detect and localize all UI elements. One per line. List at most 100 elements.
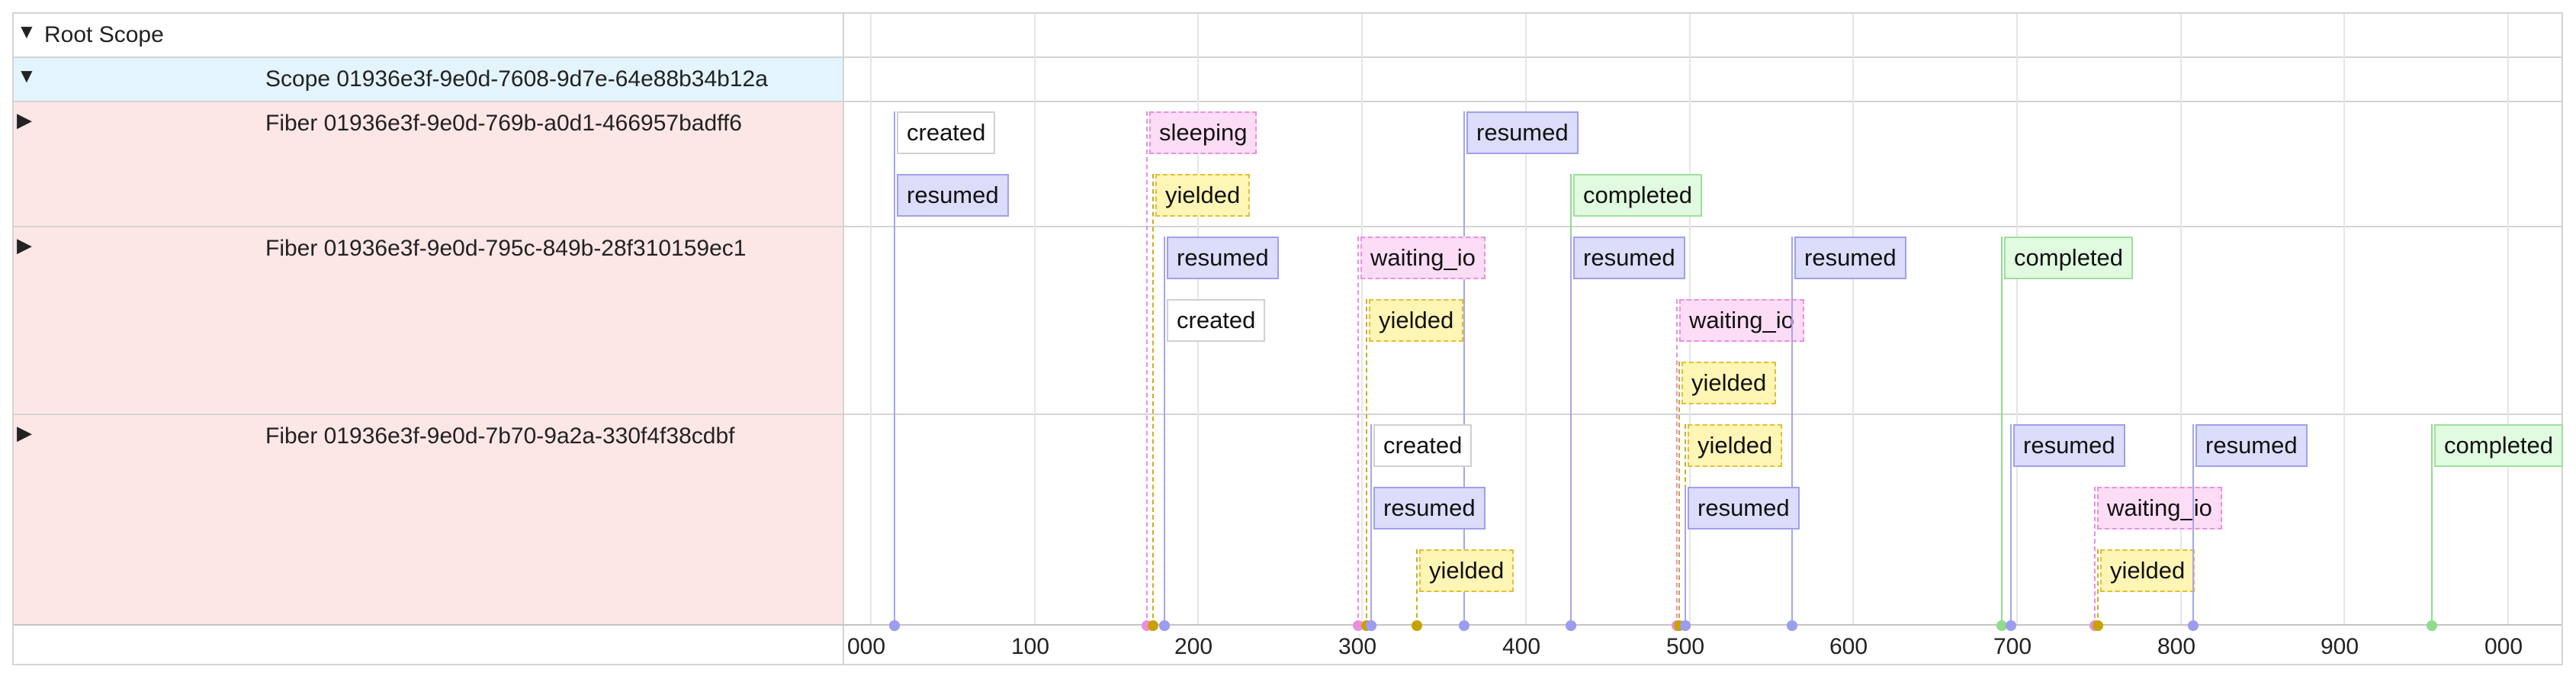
event-dot: [1787, 620, 1797, 631]
collapse-toggle-icon[interactable]: ▼: [17, 20, 37, 43]
event-label-yielded[interactable]: yielded: [1681, 362, 1777, 404]
row-fiber-2[interactable]: ▶ Fiber 01936e3f-9e0d-795c-849b-28f31015…: [14, 227, 843, 415]
event-line: [894, 174, 895, 626]
row-fiber-1[interactable]: ▶ Fiber 01936e3f-9e0d-769b-a0d1-466957ba…: [14, 102, 843, 227]
event-label-created[interactable]: created: [1373, 424, 1473, 467]
collapse-toggle-icon[interactable]: ▼: [17, 64, 37, 87]
axis-tick-label: 600: [1829, 634, 1868, 659]
event-line: [1370, 487, 1372, 626]
event-dot: [1566, 620, 1576, 631]
event-dot: [1366, 620, 1376, 631]
event-label-resumed[interactable]: resumed: [1167, 237, 1279, 279]
grid-line: [870, 14, 872, 626]
event-label-sleeping[interactable]: sleeping: [1149, 111, 1257, 154]
expand-toggle-icon[interactable]: ▶: [17, 421, 32, 444]
event-line: [1678, 362, 1680, 626]
root-scope-label: Root Scope: [44, 22, 164, 47]
time-axis: [14, 624, 2562, 664]
grid-line: [2016, 14, 2018, 626]
expand-toggle-icon[interactable]: ▶: [17, 108, 32, 131]
axis-tick-label: 700: [1993, 634, 2032, 659]
axis-tick-label: 100: [1011, 634, 1050, 659]
event-line: [1146, 111, 1148, 626]
event-label-completed[interactable]: completed: [2434, 424, 2564, 467]
event-line: [1366, 299, 1367, 626]
axis-tick-label: 000: [847, 634, 886, 659]
event-label-resumed[interactable]: resumed: [1466, 111, 1579, 154]
event-label-yielded[interactable]: yielded: [1369, 299, 1464, 342]
grid-line: [2180, 14, 2182, 626]
column-divider[interactable]: [843, 14, 844, 664]
event-label-created[interactable]: created: [897, 111, 996, 154]
grid-line: [1852, 14, 1854, 626]
timeline-frame: [12, 12, 2563, 665]
row-scope[interactable]: ▼ Scope 01936e3f-9e0d-7608-9d7e-64e88b34…: [14, 58, 843, 102]
event-label-yielded[interactable]: yielded: [1688, 424, 1783, 467]
axis-tick-label: 300: [1338, 634, 1377, 659]
event-label-resumed[interactable]: resumed: [1688, 487, 1800, 530]
event-dot: [1996, 620, 2007, 631]
scope-label: Scope 01936e3f-9e0d-7608-9d7e-64e88b34b1…: [265, 66, 768, 92]
event-label-resumed[interactable]: resumed: [897, 174, 1009, 217]
event-dot: [889, 620, 900, 631]
event-dot: [2006, 620, 2016, 631]
row-root-scope[interactable]: ▼ Root Scope: [14, 14, 843, 58]
axis-tick-label: 500: [1666, 634, 1705, 659]
expand-toggle-icon[interactable]: ▶: [17, 233, 32, 256]
event-line: [1357, 237, 1359, 626]
event-line: [2431, 424, 2433, 626]
event-label-completed[interactable]: completed: [2004, 237, 2134, 279]
axis-tick-label: 000: [2484, 634, 2523, 659]
event-line: [1791, 237, 1793, 626]
event-dot: [1412, 620, 1422, 631]
event-label-waiting-io[interactable]: waiting_io: [1360, 237, 1486, 279]
event-line: [1685, 487, 1686, 626]
grid-line: [1361, 14, 1363, 626]
event-line: [2001, 237, 2003, 626]
grid-line: [1525, 14, 1527, 626]
event-dot: [1159, 620, 1170, 631]
event-line: [1676, 299, 1678, 626]
event-line: [1463, 111, 1465, 626]
row-divider: [843, 226, 2563, 227]
event-dot: [1680, 620, 1691, 631]
event-line: [2094, 487, 2096, 626]
fiber-label: Fiber 01936e3f-9e0d-7b70-9a2a-330f4f38cd…: [265, 423, 735, 449]
event-dot: [2427, 620, 2437, 631]
grid-line: [2343, 14, 2345, 626]
event-label-yielded[interactable]: yielded: [1155, 174, 1251, 217]
event-label-yielded[interactable]: yielded: [1419, 549, 1514, 592]
fiber-label: Fiber 01936e3f-9e0d-769b-a0d1-466957badf…: [265, 111, 742, 136]
row-divider: [843, 56, 2563, 58]
event-line: [1152, 174, 1154, 626]
event-label-completed[interactable]: completed: [1573, 174, 1703, 217]
event-label-waiting-io[interactable]: waiting_io: [2097, 487, 2222, 530]
row-divider: [843, 101, 2563, 102]
axis-tick-label: 800: [2157, 634, 2196, 659]
event-label-resumed[interactable]: resumed: [1573, 237, 1685, 279]
row-divider: [843, 414, 2563, 415]
event-dot: [2188, 620, 2199, 631]
event-line: [2097, 549, 2099, 626]
row-fiber-3[interactable]: ▶ Fiber 01936e3f-9e0d-7b70-9a2a-330f4f38…: [14, 415, 843, 626]
event-label-created[interactable]: created: [1167, 299, 1266, 342]
event-dot: [1148, 620, 1158, 631]
grid-line: [2507, 14, 2509, 626]
event-label-waiting-io[interactable]: waiting_io: [1679, 299, 1804, 342]
event-label-resumed[interactable]: resumed: [2195, 424, 2308, 467]
event-line: [2010, 424, 2012, 626]
event-label-resumed[interactable]: resumed: [1373, 487, 1486, 530]
grid-line: [1034, 14, 1036, 626]
event-label-resumed[interactable]: resumed: [1794, 237, 1906, 279]
axis-tick-label: 200: [1174, 634, 1213, 659]
event-line: [1164, 299, 1165, 626]
event-label-yielded[interactable]: yielded: [2100, 549, 2195, 592]
event-dot: [1459, 620, 1469, 631]
event-label-resumed[interactable]: resumed: [2013, 424, 2125, 467]
event-line: [1570, 237, 1572, 626]
axis-tick-label: 400: [1502, 634, 1541, 659]
event-dot: [2093, 620, 2103, 631]
fiber-label: Fiber 01936e3f-9e0d-795c-849b-28f310159e…: [265, 236, 747, 261]
event-line: [1416, 549, 1418, 626]
